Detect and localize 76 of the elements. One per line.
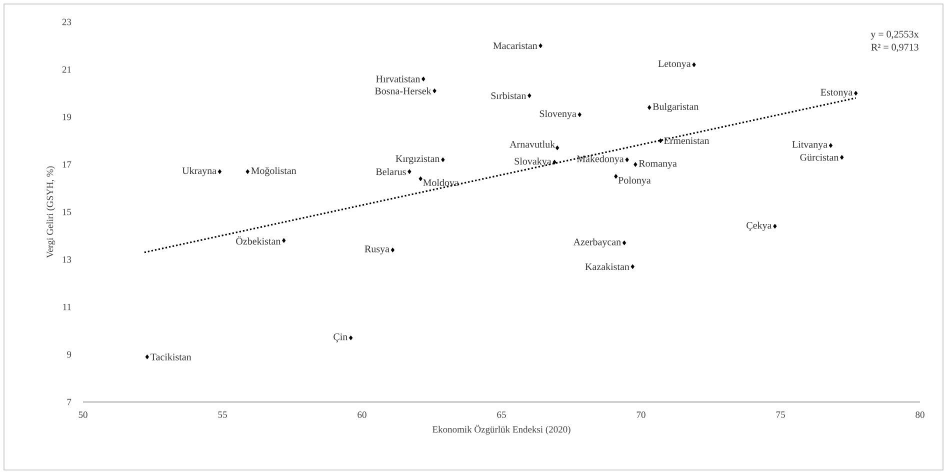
annotation: Ermenistan bbox=[664, 137, 710, 144]
point bbox=[828, 143, 833, 148]
annotation: Sırbistan bbox=[491, 92, 526, 100]
point bbox=[854, 90, 858, 96]
y-tick-label: 11 bbox=[63, 304, 71, 310]
annotation: Slovenya bbox=[540, 110, 576, 120]
y-tick-label: 19 bbox=[62, 114, 72, 120]
annotation: Arnavutluk bbox=[510, 140, 556, 148]
point bbox=[528, 93, 532, 98]
point bbox=[773, 224, 777, 229]
point bbox=[658, 138, 662, 144]
x-tick-label: 75 bbox=[776, 412, 785, 418]
annotation: Rusya bbox=[364, 246, 390, 254]
annotation: Gürcistan bbox=[800, 154, 839, 161]
annotation: Moğolistan bbox=[251, 167, 296, 176]
x-tick-label: 80 bbox=[916, 412, 924, 418]
point bbox=[552, 160, 556, 165]
annotation: Çekya bbox=[746, 222, 772, 231]
annotation: Moldova bbox=[423, 178, 459, 186]
point bbox=[648, 105, 652, 110]
annotation: Polonya bbox=[618, 176, 651, 186]
y-tick-label: 7 bbox=[67, 398, 72, 406]
x-tick-label: 65 bbox=[497, 412, 506, 418]
y-tick-label: 13 bbox=[62, 256, 72, 263]
point bbox=[422, 76, 426, 82]
x-axis-title: Ekonomik Özgürlük Endeksi (2020) bbox=[432, 424, 570, 435]
annotation: Romanya bbox=[638, 160, 677, 169]
annotation: Macaristan bbox=[493, 42, 538, 50]
point bbox=[408, 169, 412, 174]
point bbox=[622, 240, 626, 246]
point bbox=[348, 335, 353, 340]
y-tick-label: 23 bbox=[62, 18, 72, 26]
point bbox=[630, 264, 634, 270]
annotation: R² = 0,9713 bbox=[871, 44, 918, 52]
annotation: Kazakistan bbox=[585, 263, 630, 270]
annotation: Kırgızistan bbox=[396, 155, 440, 164]
point bbox=[441, 157, 445, 162]
annotation: Letonya bbox=[658, 60, 691, 70]
point bbox=[578, 112, 582, 118]
annotation: Çin bbox=[334, 334, 348, 342]
annotation: Estonya bbox=[820, 88, 852, 98]
point bbox=[418, 176, 422, 182]
y-tick-label: 17 bbox=[62, 161, 72, 168]
annotation: Litvanya bbox=[792, 141, 828, 150]
annotation: y = 0,2553x bbox=[870, 30, 919, 40]
x-tick-label: 55 bbox=[218, 412, 227, 418]
point bbox=[840, 154, 844, 160]
annotation: Slovakya bbox=[514, 158, 552, 167]
point bbox=[692, 62, 696, 68]
point bbox=[246, 169, 250, 174]
point bbox=[282, 238, 286, 243]
y-tick-label: 21 bbox=[62, 66, 71, 73]
annotation: Tacikistan bbox=[150, 353, 192, 360]
annotation: Azerbaycan bbox=[573, 238, 621, 248]
y-tick-label: 15 bbox=[62, 208, 72, 216]
point bbox=[218, 169, 222, 174]
point bbox=[145, 354, 150, 360]
point bbox=[555, 145, 560, 150]
point bbox=[614, 174, 618, 179]
x-tick-label: 60 bbox=[358, 412, 366, 418]
annotation: Özbekistan bbox=[236, 236, 281, 245]
y-tick-label: 9 bbox=[67, 351, 72, 358]
point bbox=[432, 88, 436, 94]
x-tick-label: 50 bbox=[78, 412, 88, 418]
y-axis-title: Vergi Geliri (GSYH, %) bbox=[46, 166, 56, 258]
point bbox=[390, 248, 395, 252]
x-tick-label: 70 bbox=[636, 412, 646, 418]
point bbox=[634, 162, 638, 167]
point bbox=[625, 157, 629, 162]
point bbox=[538, 43, 542, 48]
annotation: Hırvatistan bbox=[376, 76, 420, 82]
annotation: Makedonya bbox=[576, 155, 624, 164]
annotation: Bulgaristan bbox=[652, 102, 699, 112]
annotation: Belarus bbox=[376, 168, 406, 176]
annotation: Ukrayna bbox=[182, 167, 216, 176]
annotation: Bosna-Hersek bbox=[374, 87, 432, 94]
